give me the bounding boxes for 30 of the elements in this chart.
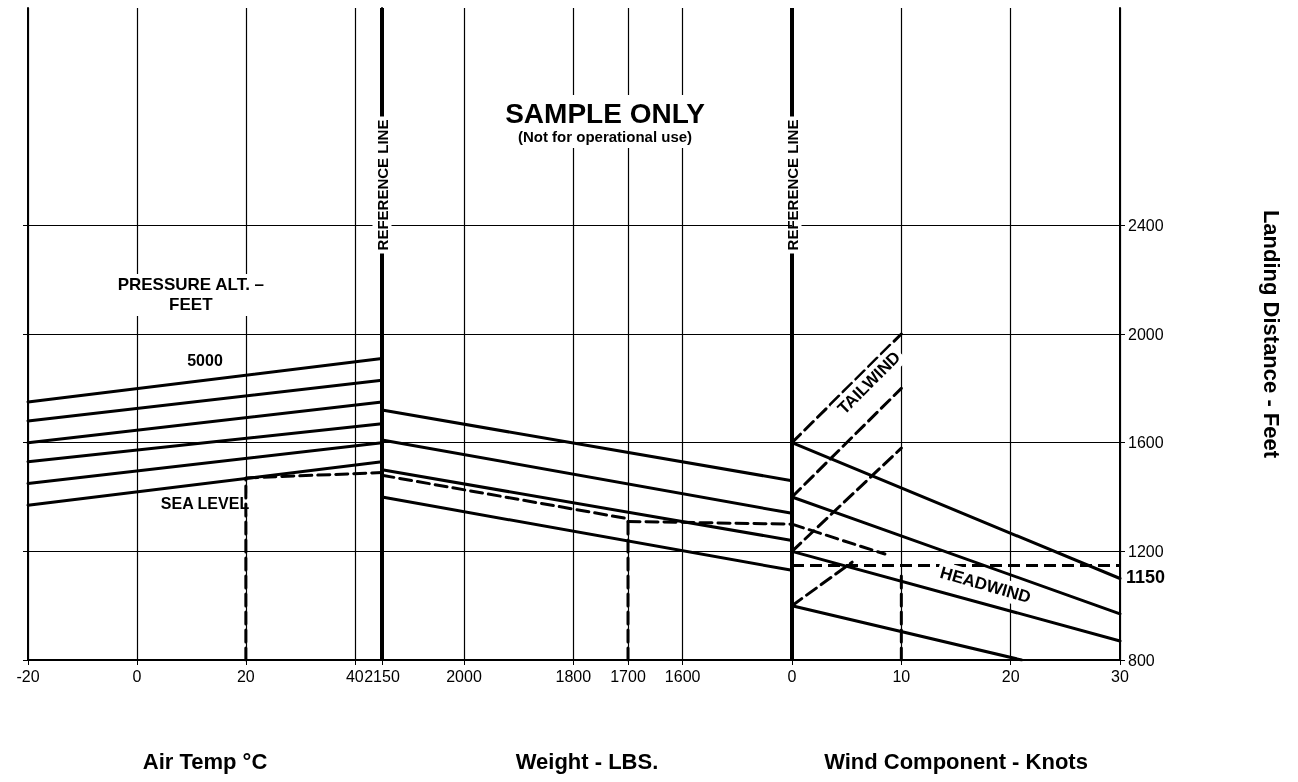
y2-axis-title: Landing Distance - Feet	[1258, 209, 1284, 459]
x-tick-label: 0	[787, 667, 797, 685]
x-tick-label: 30	[1111, 667, 1129, 685]
ref-line-label: REFERENCE LINE	[783, 119, 801, 251]
series-label: 5000	[187, 351, 223, 369]
y2-tick-label: 800	[1128, 651, 1155, 669]
x-tick-label: -20	[16, 667, 40, 685]
y2-tick-label: 1200	[1128, 542, 1164, 560]
x-tick-label: 0	[132, 667, 142, 685]
x-tick-label: 10	[892, 667, 911, 685]
y2-tick-label: 1600	[1128, 434, 1164, 452]
x-tick-label: 40	[345, 667, 364, 685]
y2-tick-label: 2000	[1128, 325, 1164, 343]
x-tick-label: 20	[1001, 667, 1020, 685]
y2-tick-label: 2400	[1128, 216, 1164, 234]
text: (Not for operational use)	[517, 128, 693, 145]
text: SAMPLE ONLY	[505, 97, 706, 129]
x-tick-label: 2150	[364, 667, 400, 685]
annotation: PRESSURE ALT. – FEET	[117, 275, 265, 315]
x-axis-title: Air Temp °C	[142, 748, 268, 774]
x-tick-label: 1600	[664, 667, 701, 685]
x-tick-label: 1800	[555, 667, 592, 685]
x-tick-label: 1700	[610, 667, 646, 685]
x-axis-title: Wind Component - Knots	[824, 748, 1088, 774]
x-tick-label: 20	[236, 667, 255, 685]
series-label: SEA LEVEL	[160, 494, 250, 512]
ref-line-label: REFERENCE LINE	[373, 119, 391, 251]
ref-line-label: 1150	[1126, 566, 1166, 587]
x-axis-title: Weight - LBS.	[515, 748, 659, 774]
x-tick-label: 2000	[446, 667, 482, 685]
